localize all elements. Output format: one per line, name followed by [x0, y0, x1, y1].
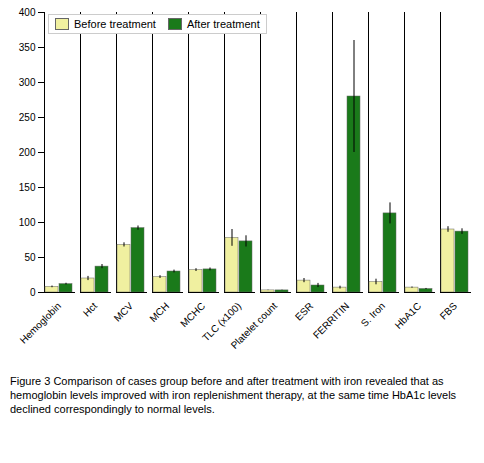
svg-text:FERRITIN: FERRITIN	[311, 300, 351, 340]
svg-text:S. Iron: S. Iron	[359, 300, 388, 329]
svg-text:ESR: ESR	[293, 300, 315, 322]
svg-text:300: 300	[19, 77, 36, 88]
svg-text:FBS: FBS	[438, 300, 460, 322]
svg-text:MCV: MCV	[112, 300, 136, 324]
svg-text:350: 350	[19, 42, 36, 53]
svg-text:400: 400	[19, 7, 36, 18]
html-text:Figure 3 Comparison of cases g: Figure 3 Comparison of cases group befor…	[10, 375, 457, 415]
html-text:Before treatment: Before treatment	[74, 18, 156, 30]
svg-text:TLC (x100): TLC (x100)	[200, 300, 244, 344]
svg-text:MCH: MCH	[147, 300, 171, 324]
svg-text:200: 200	[19, 147, 36, 158]
svg-text:250: 250	[19, 112, 36, 123]
svg-text:MCHC: MCHC	[178, 300, 207, 329]
svg-text:50: 50	[24, 252, 36, 263]
svg-text:Hct: Hct	[81, 300, 100, 319]
svg-text:0: 0	[30, 287, 36, 298]
svg-text:Platelet count: Platelet count	[229, 300, 280, 351]
svg-text:HbA1C: HbA1C	[393, 300, 424, 331]
svg-text:100: 100	[19, 217, 36, 228]
svg-text:Hemoglobin: Hemoglobin	[18, 300, 64, 346]
html-text:After treatment: After treatment	[186, 18, 260, 30]
svg-text:150: 150	[19, 182, 36, 193]
